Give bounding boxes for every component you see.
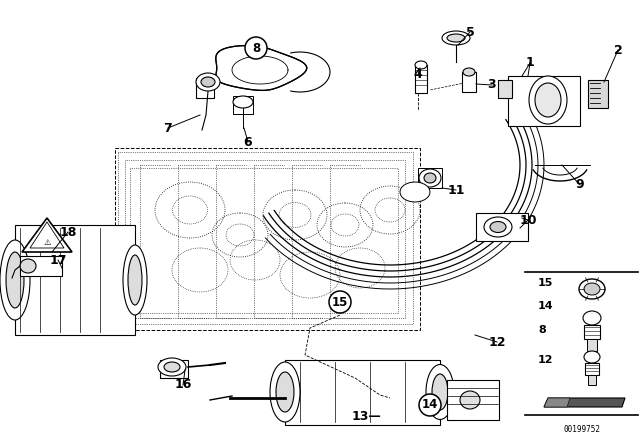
Bar — [588, 375, 596, 385]
Bar — [20, 256, 62, 276]
Ellipse shape — [584, 283, 600, 295]
Text: 13—: 13— — [352, 409, 381, 422]
Ellipse shape — [201, 77, 215, 87]
Bar — [415, 65, 427, 93]
Bar — [462, 72, 476, 92]
Text: 7: 7 — [164, 121, 172, 134]
Polygon shape — [22, 218, 72, 252]
Ellipse shape — [535, 83, 561, 117]
Text: 00199752: 00199752 — [563, 426, 600, 435]
Ellipse shape — [584, 351, 600, 363]
Ellipse shape — [529, 76, 567, 124]
Ellipse shape — [426, 365, 454, 419]
Ellipse shape — [6, 252, 24, 308]
Bar — [587, 339, 597, 351]
Ellipse shape — [123, 245, 147, 315]
Text: 2: 2 — [614, 43, 622, 56]
Ellipse shape — [0, 240, 30, 320]
Bar — [233, 96, 253, 114]
Text: ⚠: ⚠ — [44, 237, 51, 246]
Polygon shape — [30, 222, 64, 248]
Bar — [588, 80, 608, 108]
Bar — [584, 325, 600, 339]
Text: 17: 17 — [49, 254, 67, 267]
Ellipse shape — [128, 255, 142, 305]
Circle shape — [419, 394, 441, 416]
Ellipse shape — [579, 279, 605, 299]
Ellipse shape — [419, 169, 441, 187]
Ellipse shape — [442, 31, 470, 45]
Text: 12: 12 — [538, 355, 554, 365]
Text: 18: 18 — [60, 225, 77, 238]
Text: 10: 10 — [519, 214, 537, 227]
Ellipse shape — [424, 173, 436, 183]
Text: 12: 12 — [488, 336, 506, 349]
Circle shape — [245, 37, 267, 59]
Ellipse shape — [270, 362, 300, 422]
Bar — [285, 360, 440, 425]
Ellipse shape — [415, 61, 427, 69]
Text: 5: 5 — [466, 26, 474, 39]
Bar — [476, 213, 528, 241]
Bar — [498, 80, 512, 98]
Text: 14: 14 — [422, 399, 438, 412]
Polygon shape — [400, 182, 430, 202]
Ellipse shape — [276, 372, 294, 412]
Ellipse shape — [490, 221, 506, 233]
Text: 3: 3 — [488, 78, 496, 91]
Text: 6: 6 — [244, 135, 252, 148]
Ellipse shape — [432, 374, 448, 410]
Bar — [585, 363, 599, 375]
Text: 9: 9 — [576, 178, 584, 191]
Text: 4: 4 — [413, 69, 422, 82]
Ellipse shape — [463, 68, 475, 76]
Text: 14: 14 — [538, 301, 554, 311]
Polygon shape — [544, 398, 625, 407]
Bar — [508, 76, 580, 126]
Bar — [15, 225, 135, 335]
Ellipse shape — [447, 34, 465, 42]
Ellipse shape — [158, 358, 186, 376]
Text: 11: 11 — [447, 184, 465, 197]
Text: 8: 8 — [252, 42, 260, 55]
Polygon shape — [216, 46, 307, 90]
Bar — [418, 168, 442, 188]
Circle shape — [329, 291, 351, 313]
Bar — [160, 360, 188, 378]
Ellipse shape — [164, 362, 180, 372]
Bar — [447, 380, 499, 420]
Ellipse shape — [233, 96, 253, 108]
Text: 15: 15 — [332, 296, 348, 309]
Polygon shape — [544, 398, 570, 407]
Bar — [196, 78, 214, 98]
Ellipse shape — [196, 73, 220, 91]
Text: 1: 1 — [525, 56, 534, 69]
Text: 8: 8 — [538, 325, 546, 335]
Text: 15: 15 — [538, 278, 554, 288]
Ellipse shape — [20, 259, 36, 273]
Text: 16: 16 — [174, 379, 192, 392]
Ellipse shape — [460, 391, 480, 409]
Ellipse shape — [583, 311, 601, 325]
Ellipse shape — [484, 217, 512, 237]
